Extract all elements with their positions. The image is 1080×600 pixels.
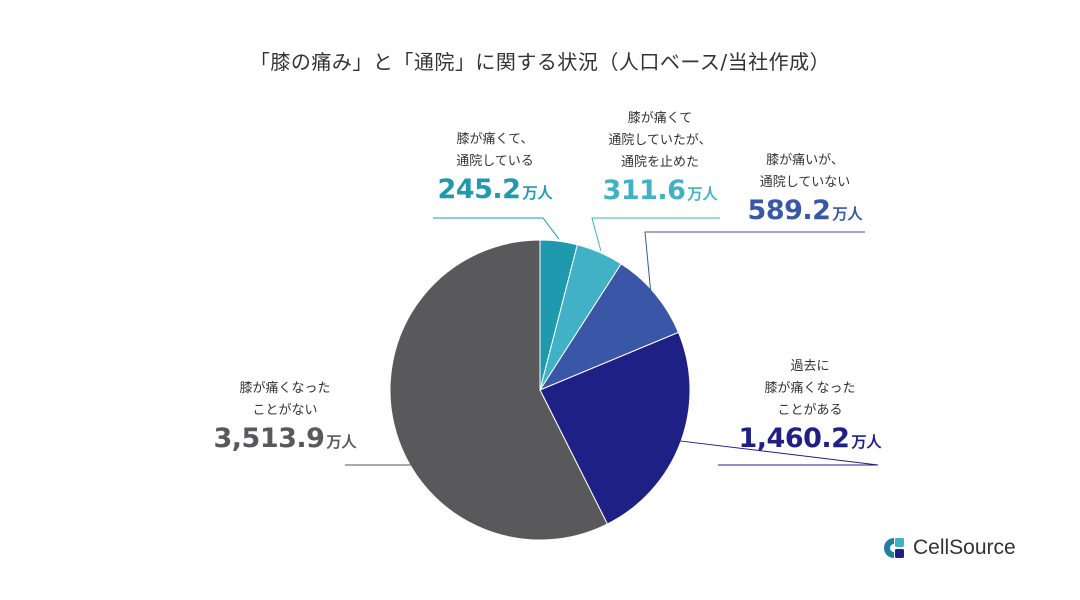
slice-value-4: 3,513.9	[213, 423, 325, 454]
slice-label-1: 膝が痛くて通院していたが、 通院を止めた 311.6 万人	[585, 108, 735, 208]
leader-line-1	[591, 217, 720, 251]
leader-line-4	[345, 423, 440, 466]
slice-unit-2: 万人	[832, 205, 863, 223]
brand-logo: CellSource	[883, 536, 1016, 560]
slice-label-0: 膝が痛くて、 通院している 245.2 万人	[420, 129, 570, 207]
brand-name: CellSource	[913, 536, 1016, 559]
pie-slice-3	[539, 331, 691, 525]
slice-desc-line: 膝が痛いが、	[766, 153, 844, 168]
slice-unit-1: 万人	[687, 185, 718, 203]
slice-label-4: 膝が痛くなった ことがない 3,513.9 万人	[200, 378, 370, 456]
slice-desc-line: 膝が痛くて、	[456, 132, 534, 147]
slice-desc-line: 通院を止めた	[620, 155, 699, 170]
slice-desc-line: 通院していない	[759, 175, 851, 190]
cellsource-logo-icon	[884, 538, 904, 558]
slice-desc-line: ことがある	[777, 403, 843, 418]
leader-line-3	[675, 439, 879, 466]
slice-value-3: 1,460.2	[738, 423, 850, 454]
slice-value-2: 589.2	[747, 195, 831, 226]
slice-label-2: 膝が痛いが、 通院していない 589.2 万人	[730, 150, 880, 228]
slice-unit-4: 万人	[326, 433, 357, 451]
slice-value-0: 245.2	[437, 174, 521, 205]
slice-desc-4: 膝が痛くなった ことがない	[200, 378, 370, 422]
slice-desc-line: 膝が痛くなった	[239, 381, 331, 396]
slice-desc-line: ことがない	[252, 403, 318, 418]
slice-desc-line: 通院している	[456, 154, 534, 169]
slice-value-1: 311.6	[602, 175, 686, 206]
slice-desc-line: 過去に	[790, 359, 830, 374]
pie-slice-2	[538, 263, 680, 392]
slice-desc-2: 膝が痛いが、 通院していない	[730, 150, 880, 194]
pie-slice-4	[389, 239, 609, 541]
slice-unit-3: 万人	[851, 433, 882, 451]
slice-desc-0: 膝が痛くて、 通院している	[420, 129, 570, 173]
slice-desc-line: 膝が痛くて	[627, 111, 693, 126]
chart-title: 「膝の痛み」と「通院」に関する状況（人口ベース/当社作成）	[249, 50, 831, 74]
leader-line-0	[433, 217, 560, 240]
slice-desc-line: 通院していたが、	[608, 133, 712, 148]
slice-desc-3: 過去に膝が痛くなった ことがある	[725, 356, 895, 422]
leader-line-2	[644, 231, 865, 298]
slice-label-3: 過去に膝が痛くなった ことがある 1,460.2 万人	[725, 356, 895, 456]
slice-desc-1: 膝が痛くて通院していたが、 通院を止めた	[585, 108, 735, 174]
slice-desc-line: 膝が痛くなった	[764, 381, 856, 396]
slice-unit-0: 万人	[522, 184, 553, 202]
